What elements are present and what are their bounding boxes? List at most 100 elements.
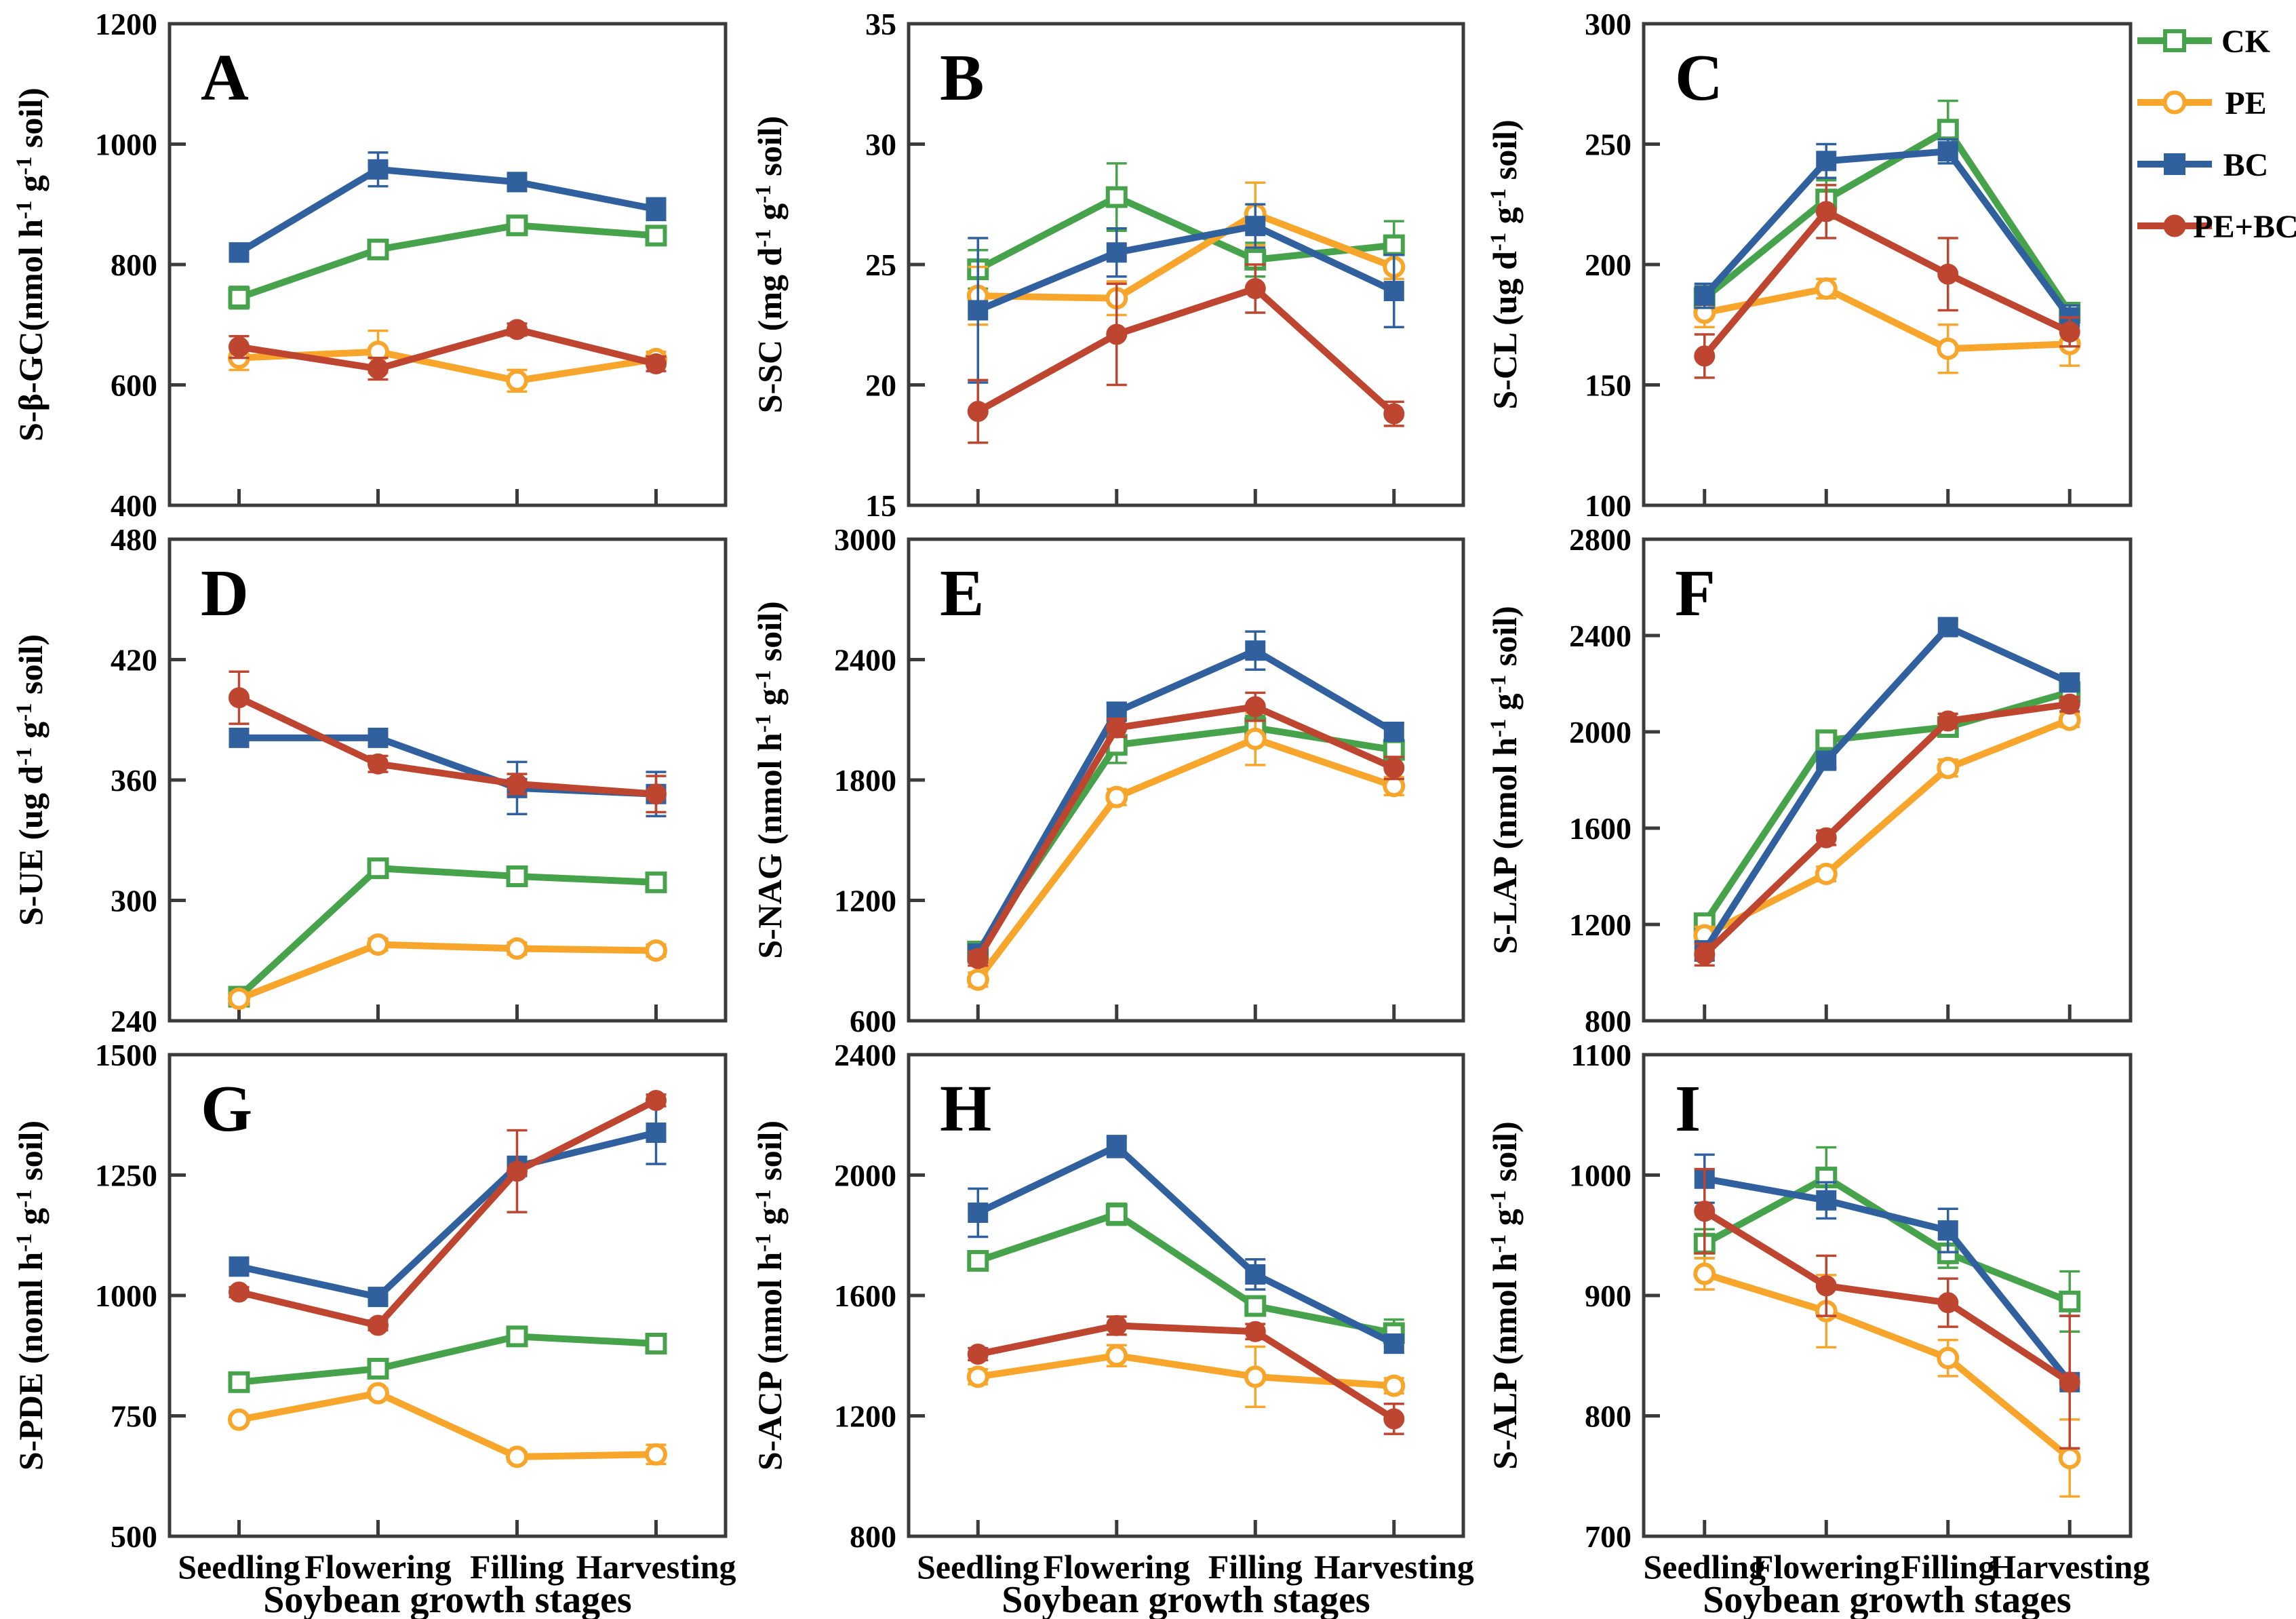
y-tick-label: 1250 [95,1158,157,1193]
series-PE+BC [967,263,1405,444]
x-tick-label-seedling: Seedling [178,1548,300,1586]
y-tick-label: 800 [1585,1399,1631,1434]
data-point-marker [368,1314,389,1336]
series-PE+BC-line [1701,207,2072,359]
data-point-marker [968,300,989,321]
data-point-marker [368,727,389,748]
series-BC-line [238,1129,657,1301]
data-point-marker [967,1344,989,1365]
y-tick-label: 240 [111,1004,157,1038]
y-axis-label-I: S-ALP (nmol h-1 g-1 soil) [1486,1121,1524,1469]
y-tick-label: 600 [111,368,157,403]
series-CK [967,714,1405,962]
data-point-marker [1245,1264,1266,1285]
series-PE+BC [967,691,1405,969]
series-PE+BC [1694,1167,2080,1450]
series-CK-line [976,1210,1395,1337]
data-point-marker [507,319,528,340]
y-tick-label: 360 [111,763,157,798]
data-point-marker [646,1123,667,1144]
series-BC-line [976,222,1396,314]
plot-frame [907,1053,1465,1538]
data-point-marker [1244,278,1266,299]
series-PE [1693,1257,2081,1498]
data-point-marker [229,687,250,709]
data-point-marker [646,783,667,805]
data-point-marker [367,857,389,880]
plot-frame [1642,22,2133,507]
y-tick-label: 2400 [1569,619,1631,653]
y-tick-label: 2400 [834,643,896,678]
y-tick-label: 300 [1585,7,1631,41]
x-tick-label-harvesting: Harvesting [1990,1548,2150,1586]
series-BC-line [1702,147,2073,320]
series-PE+BC [1694,693,2080,967]
series-CK [228,214,667,310]
data-point-marker [229,336,250,358]
panel-letter-E: E [940,557,984,630]
series-PE+BC-line [238,1097,658,1329]
x-axis-title: Soybean growth stages [1703,1579,2071,1619]
legend: CK PE BC PE+BC [2137,24,2296,245]
data-point-marker [1937,141,1958,162]
x-tick-label-seedling: Seedling [917,1548,1040,1586]
series-CK [1693,99,2081,324]
data-point-marker [1383,757,1405,779]
data-point-marker [1937,1346,1960,1369]
data-point-marker [1383,281,1404,302]
data-point-marker [506,865,528,887]
data-point-marker [367,238,389,260]
legend-item-BC: BC [2137,147,2268,183]
y-tick-label: 1500 [95,1038,157,1072]
y-axis-label-B: S-SC (mg d-1 g-1 soil) [751,116,789,413]
series-CK-line [976,193,1395,273]
series-BC-line [1703,1175,2073,1384]
panel-letter-F: F [1675,557,1716,630]
panel-F: 800 1200 1600 2000 2400 2800 S-LAP (nmol h-1 g… [1486,522,2133,1038]
data-point-marker [1383,234,1405,256]
series-PE+BC [229,1089,667,1336]
data-point-marker [1105,1203,1128,1226]
data-point-marker [2163,29,2186,52]
data-point-marker [1105,785,1128,808]
data-point-marker [2164,153,2185,175]
plot-frame [907,22,1465,507]
data-point-marker [2059,672,2080,693]
series-PE+BC-line [1703,1208,2072,1385]
series-CK-line [237,865,656,1000]
data-point-marker [1815,862,1838,885]
data-point-marker [1815,827,1837,848]
data-point-marker [1937,1220,1958,1241]
x-tick-label-flowering: Flowering [304,1548,452,1586]
panel-A: 400 600 800 1000 1200 S-β-GC(nmol h-1 g-1 soi… [12,7,728,523]
data-point-marker [1816,151,1837,172]
y-tick-label: 1800 [834,763,896,798]
data-point-marker [507,773,528,795]
series-PE-line [1703,1270,2072,1461]
series-PE-line [1703,285,2070,353]
data-point-marker [228,1371,250,1393]
data-point-marker [645,225,667,247]
data-point-marker [967,948,989,969]
y-tick-label: 20 [865,368,896,403]
panel-letter-C: C [1675,41,1723,115]
panel-B: 15 20 25 30 35 S-SC (mg d-1 g-1 soil) B [751,7,1465,523]
plot-frame [1642,537,2133,1023]
y-tick-label: 150 [1585,368,1631,403]
series-CK-line [1701,688,2071,925]
y-tick-label: 1000 [95,1279,157,1313]
plot-frame [907,537,1465,1023]
data-point-marker [1937,617,1958,638]
data-point-marker [229,727,250,748]
series-BC-line [1701,623,2072,953]
data-point-marker [367,1382,389,1405]
x-axis-title: Soybean growth stages [1002,1579,1370,1619]
data-point-marker [1245,216,1266,237]
x-tick-label-filling: Filling [1208,1548,1303,1586]
panel-letter-G: G [201,1072,252,1146]
data-point-marker [646,1089,667,1111]
x-tick-label-flowering: Flowering [1043,1548,1190,1586]
plot-frame [1642,1053,2133,1538]
data-point-marker [1694,345,1716,367]
panel-D: 240 300 360 420 480 S-UE (ug d-1 g-1 soil) D [12,522,728,1038]
